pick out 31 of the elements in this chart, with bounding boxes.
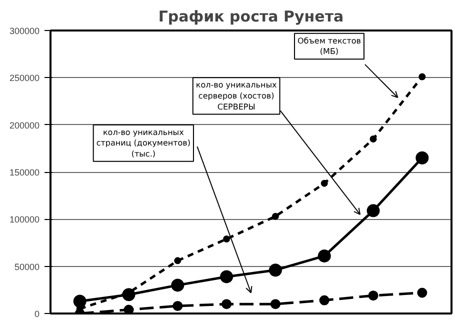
point — [319, 295, 330, 306]
y-tick-label: 250000 — [9, 73, 40, 84]
y-tick-label: 0 — [34, 309, 40, 319]
chart-title: График роста Рунета — [158, 8, 344, 26]
point — [368, 290, 378, 301]
text: кол-во уникальных страниц (документов) (тыс.) — [96, 128, 190, 158]
point — [418, 73, 426, 80]
point — [222, 299, 232, 310]
point — [223, 235, 230, 242]
y-tick-label: 200000 — [9, 120, 40, 130]
point — [220, 270, 234, 284]
point — [370, 135, 377, 142]
y-tick-label: 50000 — [14, 262, 40, 272]
y-tick-label: 100000 — [9, 214, 40, 225]
text: Объем текстов (МБ) — [298, 36, 362, 56]
point — [272, 212, 279, 220]
point — [172, 300, 183, 311]
point — [124, 304, 134, 314]
point — [270, 299, 280, 310]
y-tick-label: 300000 — [9, 26, 40, 36]
point — [417, 288, 428, 298]
point — [320, 180, 328, 187]
point — [268, 264, 282, 277]
point — [366, 204, 380, 218]
point — [174, 257, 182, 264]
point — [416, 151, 429, 164]
text: кол-во уникальных серверов (хостов) СЕРВЕРЫ — [196, 80, 278, 112]
point — [318, 249, 331, 262]
y-tick-label: 150000 — [9, 168, 40, 178]
point — [171, 278, 184, 292]
point — [73, 294, 86, 308]
